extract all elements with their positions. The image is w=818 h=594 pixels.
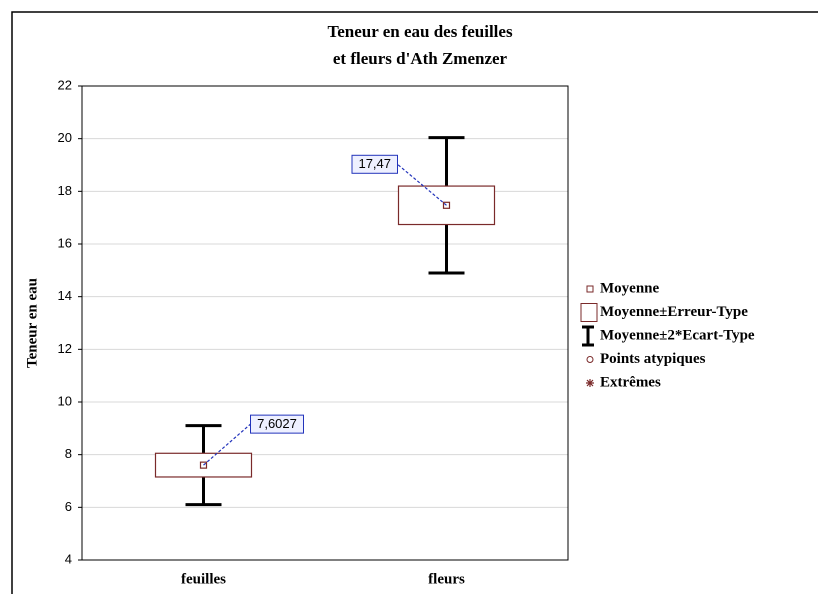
label-box (250, 414, 304, 434)
legend-label: Moyenne±Erreur-Type (600, 304, 748, 320)
label-box (351, 154, 398, 174)
frame (11, 11, 818, 594)
y-tick-label: 14 (58, 288, 72, 303)
y-tick-label: 6 (65, 499, 72, 514)
data-label: 7,6027 (257, 416, 297, 431)
label-leader (397, 163, 447, 206)
y-tick-label: 16 (58, 235, 72, 250)
legend-label: Moyenne±2*Ecart-Type (600, 327, 755, 343)
y-tick-label: 20 (58, 130, 72, 145)
y-tick-label: 8 (65, 446, 72, 461)
legend-label: Extrêmes (600, 374, 661, 390)
legend-icon (580, 303, 598, 322)
legend-icon (586, 285, 594, 293)
y-tick-label: 4 (65, 551, 72, 566)
chart-title: Teneur en eau des feuilles (327, 22, 513, 41)
label-leader (203, 423, 251, 466)
x-tick-label: fleurs (428, 571, 465, 587)
legend-icon (586, 356, 594, 363)
legend-label: Points atypiques (600, 351, 706, 367)
chart-title: et fleurs d'Ath Zmenzer (333, 49, 508, 68)
y-tick-label: 22 (58, 77, 72, 92)
x-tick-label: feuilles (181, 571, 226, 587)
legend-label: Moyenne (600, 280, 660, 296)
data-label: 17,47 (358, 156, 391, 171)
y-tick-label: 18 (58, 183, 72, 198)
y-axis-label: Teneur en eau (24, 278, 40, 368)
legend-icon (586, 379, 594, 387)
y-tick-label: 10 (58, 393, 72, 408)
y-tick-label: 12 (58, 341, 72, 356)
plot-area (81, 85, 569, 561)
